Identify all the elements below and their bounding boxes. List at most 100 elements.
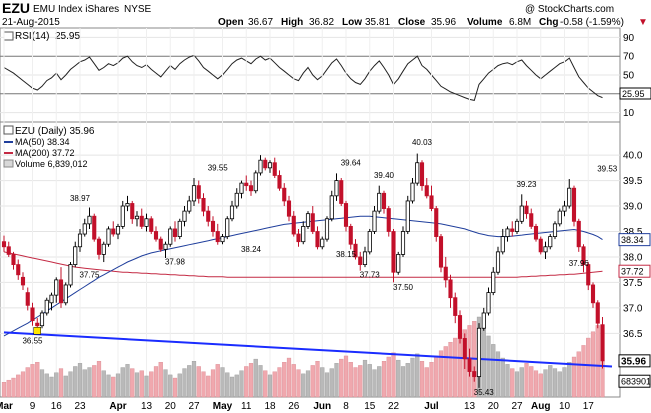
volume-bar <box>30 364 35 398</box>
candle-body <box>505 228 510 237</box>
candle-body <box>39 312 45 327</box>
candle <box>206 206 211 227</box>
candle-body <box>305 213 311 227</box>
volume-bar <box>486 335 491 398</box>
volume-bars <box>1 316 605 398</box>
candle-body <box>73 246 78 265</box>
candle <box>476 323 482 388</box>
volume-bar <box>44 373 49 398</box>
x-tick-label: 18 <box>264 401 276 412</box>
open-value: 36.67 <box>248 17 273 28</box>
close-value-badge: 35.96 <box>618 354 651 368</box>
candle-body <box>386 208 391 232</box>
candle <box>514 218 520 235</box>
volume-bar <box>206 375 211 398</box>
x-tick-label: Jul <box>424 401 439 412</box>
candle <box>139 208 144 229</box>
chart-header: EZU EMU Index iShares NYSE @ StockCharts… <box>2 0 648 28</box>
x-tick-label: Aug <box>531 401 550 412</box>
volume-bar <box>576 351 581 398</box>
volume-bar <box>39 369 45 398</box>
candle <box>158 236 163 252</box>
candle-body <box>320 238 325 248</box>
volume-bar <box>120 367 125 398</box>
candle-body <box>253 172 258 192</box>
candle-body <box>1 241 7 248</box>
volume-bar <box>495 351 501 398</box>
candle-body <box>77 233 83 248</box>
candle-body <box>258 159 263 174</box>
candle <box>263 157 268 171</box>
volume-bar <box>358 365 363 398</box>
header-name: EMU Index iShares <box>33 4 119 15</box>
volume-bar <box>125 364 130 398</box>
legend-ma200: MA(200) 37.72 <box>15 148 75 158</box>
open-label: Open <box>218 17 244 28</box>
price-annotation: 37.50 <box>393 283 414 292</box>
low-label: Low <box>342 17 362 28</box>
candle <box>538 236 543 255</box>
candle-body <box>106 228 111 245</box>
volume-bar <box>405 363 410 398</box>
candle-body <box>96 238 102 255</box>
candle <box>510 221 515 237</box>
candle-body <box>234 192 239 207</box>
high-value: 36.82 <box>309 17 334 28</box>
candle <box>505 226 510 242</box>
candle-body <box>329 195 334 220</box>
candle-body <box>144 218 149 227</box>
candle <box>434 206 439 242</box>
candle <box>87 207 92 229</box>
candle <box>125 195 130 212</box>
candle-body <box>529 213 534 227</box>
ma200-line <box>3 251 603 278</box>
volume-swatch-icon <box>3 159 14 168</box>
volume-bar <box>315 361 320 398</box>
price-annotation: 36.55 <box>22 337 43 346</box>
candle-body <box>543 246 548 253</box>
candle-body <box>87 215 92 225</box>
candle-body <box>191 185 197 202</box>
candle-body <box>92 215 97 240</box>
candle <box>182 206 187 227</box>
candle-body <box>343 203 349 227</box>
candle-body <box>324 218 330 240</box>
candle <box>115 223 121 240</box>
candle-body <box>400 231 406 255</box>
volume-bar <box>11 377 16 398</box>
volume-bar <box>168 374 173 398</box>
candle-body <box>410 182 415 202</box>
volume-bar <box>191 361 197 398</box>
candle <box>524 200 529 219</box>
candle-body <box>25 292 30 306</box>
candle <box>391 228 396 283</box>
volume-bar <box>77 363 83 398</box>
candle-body <box>372 210 377 232</box>
volume-bar <box>6 379 11 398</box>
legend-title: EZU (Daily) 35.96 <box>15 126 95 137</box>
candle <box>130 200 135 224</box>
candle-body <box>419 162 425 187</box>
x-tick-label: 15 <box>364 401 376 412</box>
volume-bar <box>533 370 539 398</box>
volume-label: Volume <box>467 17 503 28</box>
candle <box>339 178 344 207</box>
volume-bar <box>524 363 529 398</box>
price-tick-label: 39.0 <box>623 202 643 213</box>
volume-bar <box>68 371 73 398</box>
chg-label: Chg <box>539 17 558 28</box>
candle <box>111 221 116 237</box>
candle <box>187 195 192 214</box>
volume-value: 6.8M <box>509 17 531 28</box>
candle-body <box>367 231 372 253</box>
volume-bar <box>134 372 140 398</box>
candle <box>353 239 358 260</box>
candle <box>101 241 106 263</box>
volume-bar <box>111 376 116 398</box>
candle <box>324 216 330 242</box>
candle <box>16 259 21 280</box>
volume-bar <box>438 350 444 398</box>
candle <box>567 179 572 209</box>
close-label: Close <box>398 17 426 28</box>
candle-body <box>443 266 448 281</box>
